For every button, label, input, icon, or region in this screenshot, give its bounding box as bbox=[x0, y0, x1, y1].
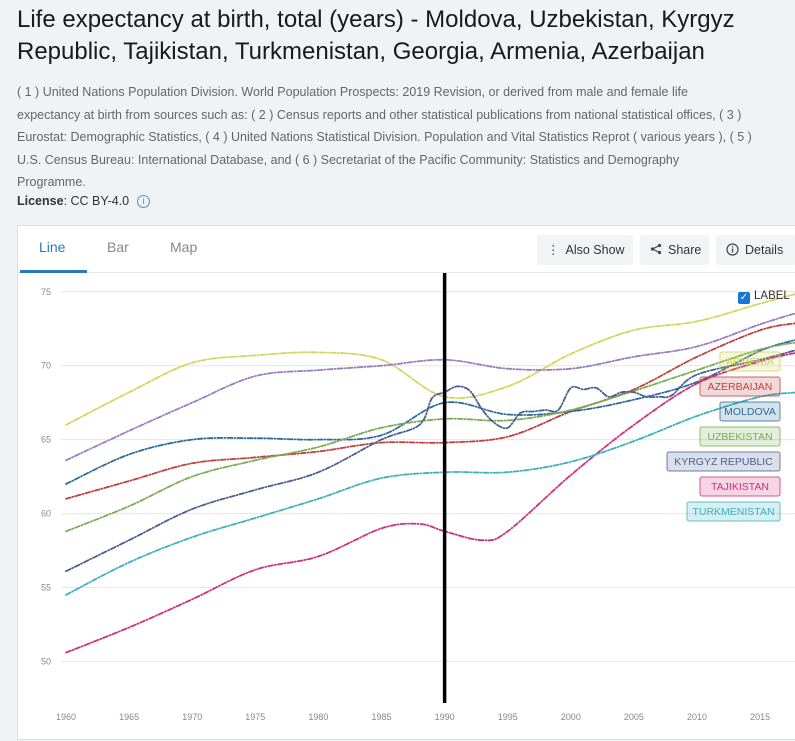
tab-bar[interactable]: Bar bbox=[107, 239, 129, 255]
chart-panel: Line Bar Map ⋮ Also Show Share Details 50… bbox=[17, 225, 795, 740]
source-line: Programme. bbox=[17, 175, 86, 190]
x-tick-label: 1960 bbox=[56, 712, 76, 722]
title-line-1: Life expectancy at birth, total (years) … bbox=[17, 6, 735, 33]
series-line-armenia bbox=[65, 293, 795, 426]
series-label-box-turkmenistan bbox=[686, 501, 781, 522]
x-tick-label: 1975 bbox=[245, 712, 265, 722]
series-line-uzbekistan bbox=[65, 341, 795, 533]
series-label-box-kyrgyz-republic bbox=[666, 451, 781, 472]
tab-line[interactable]: Line bbox=[39, 239, 66, 255]
tab-map[interactable]: Map bbox=[170, 239, 198, 255]
series-label-turkmenistan: TURKMENISTAN bbox=[692, 506, 774, 518]
series-label-box-tajikistan bbox=[699, 476, 781, 497]
checkbox-checked-icon: ✓ bbox=[738, 292, 750, 304]
series-label-tajikistan: TAJIKISTAN bbox=[711, 481, 769, 493]
source-line: Eurostat: Demographic Statistics, ( 4 ) … bbox=[17, 130, 752, 145]
x-tick-label: 1985 bbox=[372, 712, 392, 722]
series-label-box-moldova bbox=[719, 401, 781, 422]
label-toggle[interactable]: ✓ LABEL bbox=[738, 290, 790, 304]
details-button[interactable]: Details bbox=[716, 235, 795, 265]
x-tick-label: 2015 bbox=[750, 712, 770, 722]
series-line-kyrgyz-republic bbox=[65, 349, 795, 573]
license-label: License bbox=[17, 194, 64, 208]
x-tick-label: 1965 bbox=[119, 712, 139, 722]
y-tick-label: 60 bbox=[41, 509, 51, 519]
page-title: Life expectancy at birth, total (years) … bbox=[17, 4, 792, 68]
label-toggle-text: LABEL bbox=[754, 290, 790, 302]
y-tick-label: 75 bbox=[41, 287, 51, 297]
x-tick-label: 1990 bbox=[435, 712, 455, 722]
x-tick-label: 1970 bbox=[182, 712, 202, 722]
y-tick-label: 70 bbox=[41, 361, 51, 371]
x-tick-label: 1995 bbox=[498, 712, 518, 722]
more-vertical-icon: ⋮ bbox=[547, 243, 560, 257]
series-label-uzbekistan: UZBEKISTAN bbox=[707, 431, 772, 443]
also-show-label: Also Show bbox=[565, 243, 625, 257]
license-value: : CC BY-4.0 bbox=[63, 194, 130, 208]
also-show-button[interactable]: ⋮ Also Show bbox=[537, 235, 633, 265]
info-icon[interactable]: i bbox=[137, 195, 151, 208]
series-label-box-uzbekistan bbox=[699, 426, 781, 447]
y-tick-label: 55 bbox=[41, 583, 51, 593]
series-label-azerbaijan: AZERBAIJAN bbox=[708, 381, 773, 393]
series-label-armenia: ARMENIA bbox=[726, 356, 774, 368]
series-label-box-armenia bbox=[719, 351, 781, 372]
x-tick-label: 2010 bbox=[687, 712, 707, 722]
line-chart: 50 55 60 65 70 75 1960 1965 1970 1975 1980 1985 1990… bbox=[41, 273, 795, 722]
source-line: U.S. Census Bureau: International Databa… bbox=[17, 152, 680, 167]
info-circle-icon bbox=[726, 235, 739, 265]
series-label-kyrgyz-republic: KYRGYZ REPUBLIC bbox=[674, 456, 773, 468]
source-line: expectancy at birth from sources such as… bbox=[17, 107, 742, 122]
series-label-box-azerbaijan bbox=[699, 376, 781, 397]
series-label-moldova: MOLDOVA bbox=[724, 406, 776, 418]
active-tab-indicator bbox=[20, 270, 87, 273]
share-icon bbox=[650, 235, 662, 265]
x-tick-label: 2000 bbox=[561, 712, 581, 722]
share-button[interactable]: Share bbox=[640, 235, 709, 265]
chart-tabs: Line Bar Map ⋮ Also Show Share Details bbox=[18, 226, 795, 273]
x-tick-label: 1980 bbox=[308, 712, 328, 722]
source-line: ( 1 ) United Nations Population Division… bbox=[17, 85, 688, 99]
share-label: Share bbox=[668, 243, 702, 257]
license: License: CC BY-4.0 i bbox=[17, 194, 151, 208]
series-line-turkmenistan bbox=[65, 391, 795, 596]
y-tick-label: 65 bbox=[41, 435, 51, 445]
series-line-tajikistan bbox=[65, 352, 795, 654]
y-tick-label: 50 bbox=[41, 656, 51, 666]
source-description: ( 1 ) United Nations Population Division… bbox=[17, 81, 792, 191]
title-line-2: Republic, Tajikistan, Turkmenistan, Geor… bbox=[17, 38, 705, 65]
x-tick-label: 2005 bbox=[624, 712, 644, 722]
details-label: Details bbox=[745, 243, 784, 257]
